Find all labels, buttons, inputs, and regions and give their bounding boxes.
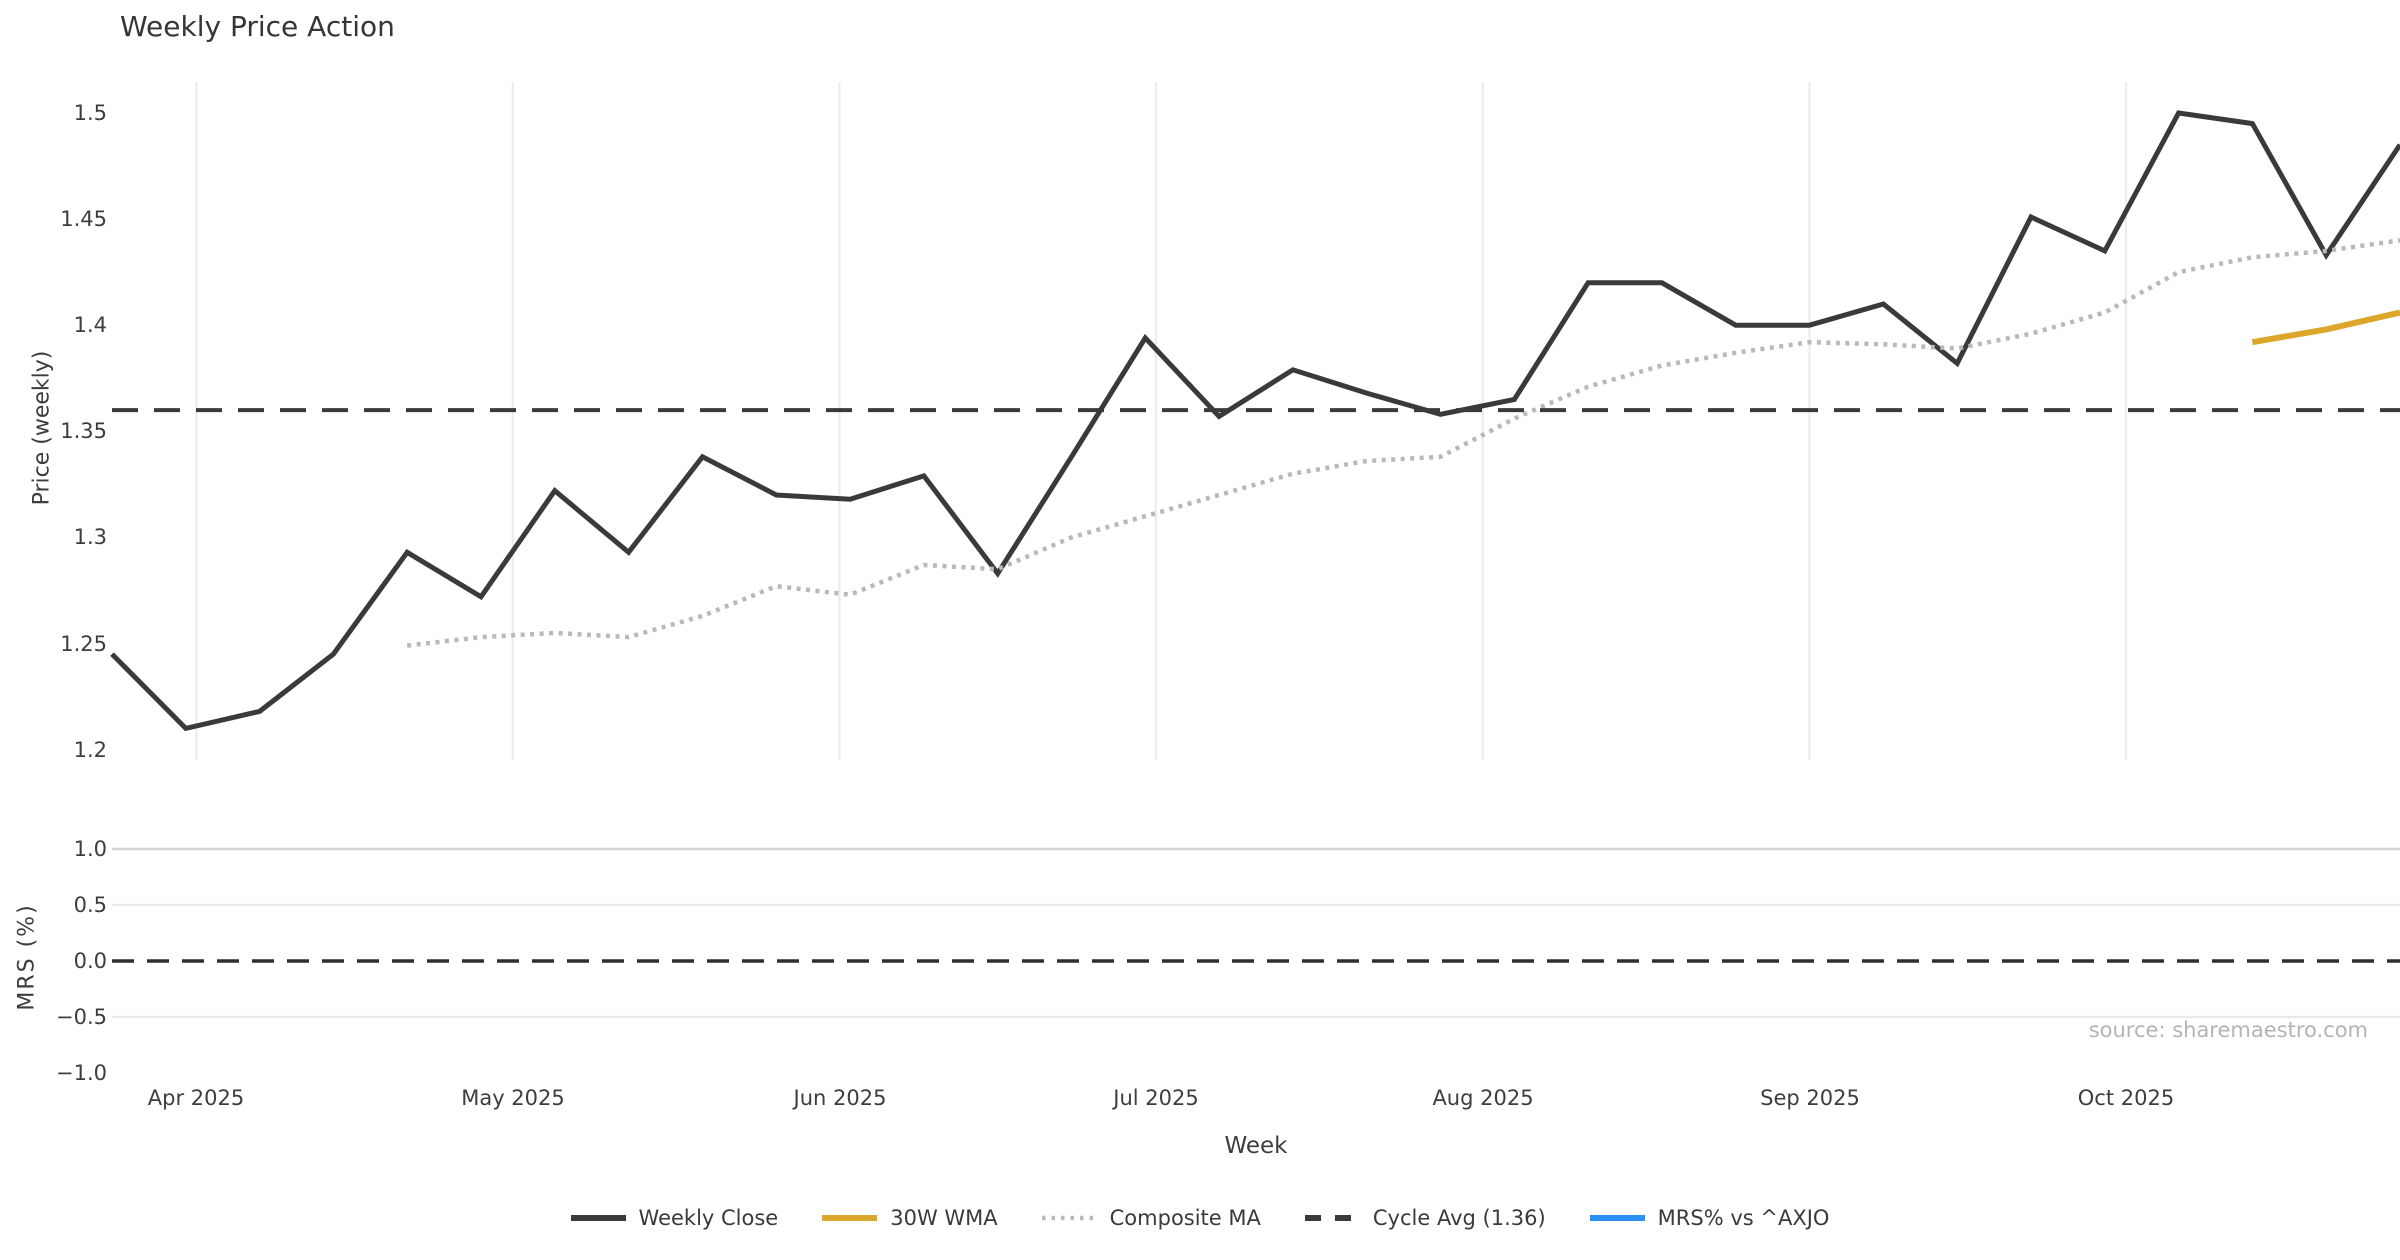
price-ytick-label: 1.5 — [73, 101, 107, 125]
legend-label: 30W WMA — [890, 1206, 998, 1230]
legend-label: Cycle Avg (1.36) — [1372, 1206, 1546, 1230]
legend-item-cycle-avg-1-36-: Cycle Avg (1.36) — [1304, 1206, 1546, 1230]
x-axis-title: Week — [1224, 1133, 1288, 1159]
month-tick-label: Sep 2025 — [1760, 1086, 1860, 1110]
legend-swatch-solid-icon — [1589, 1215, 1645, 1221]
30w-wma-line — [2251, 309, 2400, 346]
mrs-ytick-label: −1.0 — [56, 1061, 107, 1085]
legend-label: Composite MA — [1109, 1206, 1261, 1230]
month-tick-label: May 2025 — [461, 1086, 565, 1110]
month-tick-label: Jun 2025 — [793, 1086, 887, 1110]
mrs-ytick-label: 1.0 — [73, 837, 107, 861]
legend-swatch-solid-icon — [822, 1215, 878, 1221]
composite-ma-line — [406, 238, 2400, 648]
price-ytick-label: 1.3 — [73, 525, 107, 549]
price-ytick-label: 1.45 — [60, 207, 107, 231]
source-note: source: sharemaestro.com — [2088, 1018, 2368, 1042]
legend-label: MRS% vs ^AXJO — [1657, 1206, 1830, 1230]
price-ytick-label: 1.2 — [73, 738, 107, 762]
mrs-ytick-label: 0.0 — [73, 949, 107, 973]
month-tick-label: Apr 2025 — [147, 1086, 245, 1110]
price-ytick-label: 1.25 — [60, 632, 107, 656]
page-title: Weekly Price Action — [120, 10, 395, 43]
mrs-ytick-label: −0.5 — [56, 1005, 107, 1029]
legend-item-weekly-close: Weekly Close — [570, 1206, 779, 1230]
mrs-ytick-label: 0.5 — [73, 893, 107, 917]
legend-item-mrs-vs-axjo: MRS% vs ^AXJO — [1589, 1206, 1830, 1230]
legend-swatch-solid-icon — [570, 1215, 626, 1221]
legend-label: Weekly Close — [638, 1206, 779, 1230]
weekly-close-line — [110, 110, 2400, 732]
legend-item-composite-ma: Composite MA — [1041, 1206, 1261, 1230]
legend: Weekly Close 30W WMA Composite MA Cycle … — [0, 1206, 2400, 1230]
legend-swatch-dashed-icon — [1304, 1215, 1360, 1221]
price-ytick-label: 1.4 — [73, 313, 107, 337]
price-ytick-label: 1.35 — [60, 419, 107, 443]
legend-swatch-dotted-icon — [1041, 1215, 1097, 1221]
legend-item-30w-wma: 30W WMA — [822, 1206, 998, 1230]
month-tick-label: Oct 2025 — [2077, 1086, 2175, 1110]
month-tick-label: Jul 2025 — [1113, 1086, 1199, 1110]
month-tick-label: Aug 2025 — [1432, 1086, 1534, 1110]
